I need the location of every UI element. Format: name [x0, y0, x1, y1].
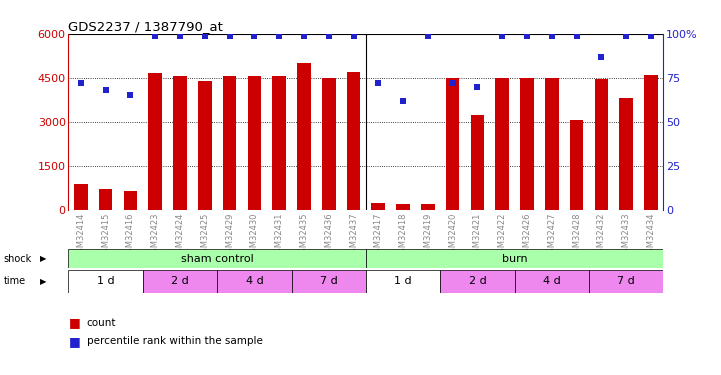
Bar [143, 270, 217, 292]
Bar [421, 204, 435, 210]
Point [497, 33, 508, 39]
Bar [68, 270, 143, 292]
Bar [595, 79, 609, 210]
Text: 2 d: 2 d [469, 276, 486, 286]
Bar [644, 75, 658, 210]
Bar [495, 78, 509, 210]
Bar [366, 270, 441, 292]
Point [397, 98, 409, 104]
Bar [173, 76, 187, 210]
Bar [217, 270, 291, 292]
Text: 4 d: 4 d [246, 276, 263, 286]
Text: ▶: ▶ [40, 277, 46, 286]
Text: GDS2237 / 1387790_at: GDS2237 / 1387790_at [68, 20, 224, 33]
Bar [322, 78, 335, 210]
Point [348, 33, 359, 39]
Text: 2 d: 2 d [171, 276, 189, 286]
Point [373, 80, 384, 86]
Bar [68, 249, 366, 268]
Bar [273, 76, 286, 210]
Text: 1 d: 1 d [394, 276, 412, 286]
Point [323, 33, 335, 39]
Text: 1 d: 1 d [97, 276, 115, 286]
Bar [149, 74, 162, 210]
Bar [198, 81, 212, 210]
Bar [347, 72, 360, 210]
Point [546, 33, 557, 39]
Text: sham control: sham control [181, 254, 254, 264]
Bar [247, 76, 261, 210]
Bar [397, 204, 410, 210]
Bar [589, 270, 663, 292]
Point [224, 33, 235, 39]
Point [249, 33, 260, 39]
Bar [291, 270, 366, 292]
Text: ■: ■ [68, 316, 80, 329]
Point [571, 33, 583, 39]
Point [174, 33, 186, 39]
Text: time: time [4, 276, 26, 286]
Text: 7 d: 7 d [320, 276, 337, 286]
Point [273, 33, 285, 39]
Point [596, 54, 607, 60]
Bar [446, 78, 459, 210]
Bar [366, 249, 663, 268]
Point [422, 33, 433, 39]
Text: ■: ■ [68, 335, 80, 348]
Bar [123, 191, 137, 210]
Point [75, 80, 87, 86]
Point [645, 33, 657, 39]
Bar [520, 78, 534, 210]
Bar [471, 114, 485, 210]
Point [447, 80, 459, 86]
Point [298, 33, 310, 39]
Text: shock: shock [4, 254, 32, 264]
Text: percentile rank within the sample: percentile rank within the sample [87, 336, 262, 346]
Bar [99, 189, 112, 210]
Bar [74, 184, 88, 210]
Point [521, 33, 533, 39]
Point [100, 87, 112, 93]
Point [199, 33, 211, 39]
Point [472, 84, 483, 90]
Point [125, 93, 136, 99]
Bar [545, 78, 559, 210]
Text: 4 d: 4 d [543, 276, 561, 286]
Bar [570, 120, 583, 210]
Text: burn: burn [502, 254, 528, 264]
Point [620, 33, 632, 39]
Bar [223, 76, 236, 210]
Bar [297, 63, 311, 210]
Text: ▶: ▶ [40, 254, 46, 263]
Text: count: count [87, 318, 116, 327]
Text: 7 d: 7 d [617, 276, 635, 286]
Bar [619, 98, 633, 210]
Bar [441, 270, 515, 292]
Bar [515, 270, 589, 292]
Point [149, 33, 161, 39]
Bar [371, 202, 385, 210]
